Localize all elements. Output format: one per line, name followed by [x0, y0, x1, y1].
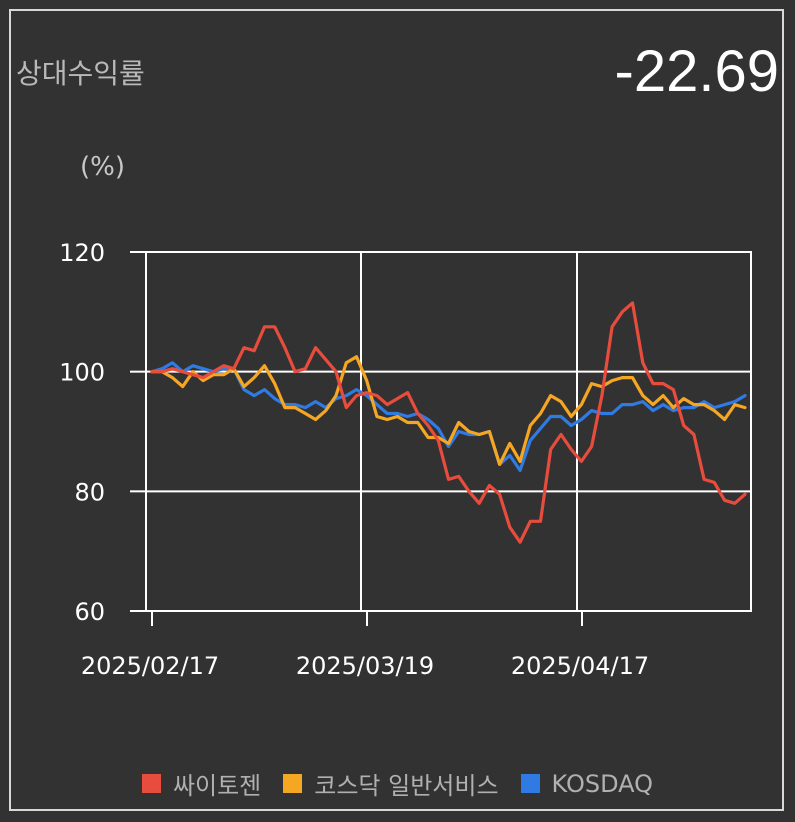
plot-frame: [145, 251, 752, 612]
y-tick-label: 80: [74, 478, 105, 506]
series-line-3: [150, 361, 747, 472]
x-tick-label: 2025/02/17: [81, 652, 219, 680]
chart-frame: [9, 9, 784, 811]
legend-label: 싸이토젠: [172, 772, 262, 800]
legend: 싸이토젠 코스닥 일반서비스 KOSDAQ: [0, 766, 795, 801]
y-tick-label: 60: [74, 598, 105, 626]
legend-item: 코스닥 일반서비스: [283, 766, 499, 801]
legend-swatch: [283, 774, 303, 793]
y-unit-label: (%): [80, 152, 125, 182]
return-value: -22.69: [614, 39, 779, 104]
series-line-2: [150, 355, 747, 466]
x-tick-label: 2025/04/17: [511, 652, 649, 680]
legend-swatch: [141, 774, 161, 793]
legend-label: 코스닥 일반서비스: [314, 772, 499, 800]
y-tick-label: 100: [59, 359, 105, 387]
legend-swatch: [520, 774, 540, 793]
series-line-1: [150, 301, 747, 544]
x-tick-label: 2025/03/19: [296, 652, 434, 680]
chart-title: 상대수익률: [16, 57, 145, 90]
legend-label: KOSDAQ: [551, 769, 654, 798]
legend-item: KOSDAQ: [520, 766, 654, 801]
y-tick-label: 120: [59, 239, 105, 267]
legend-item: 싸이토젠: [141, 766, 262, 801]
